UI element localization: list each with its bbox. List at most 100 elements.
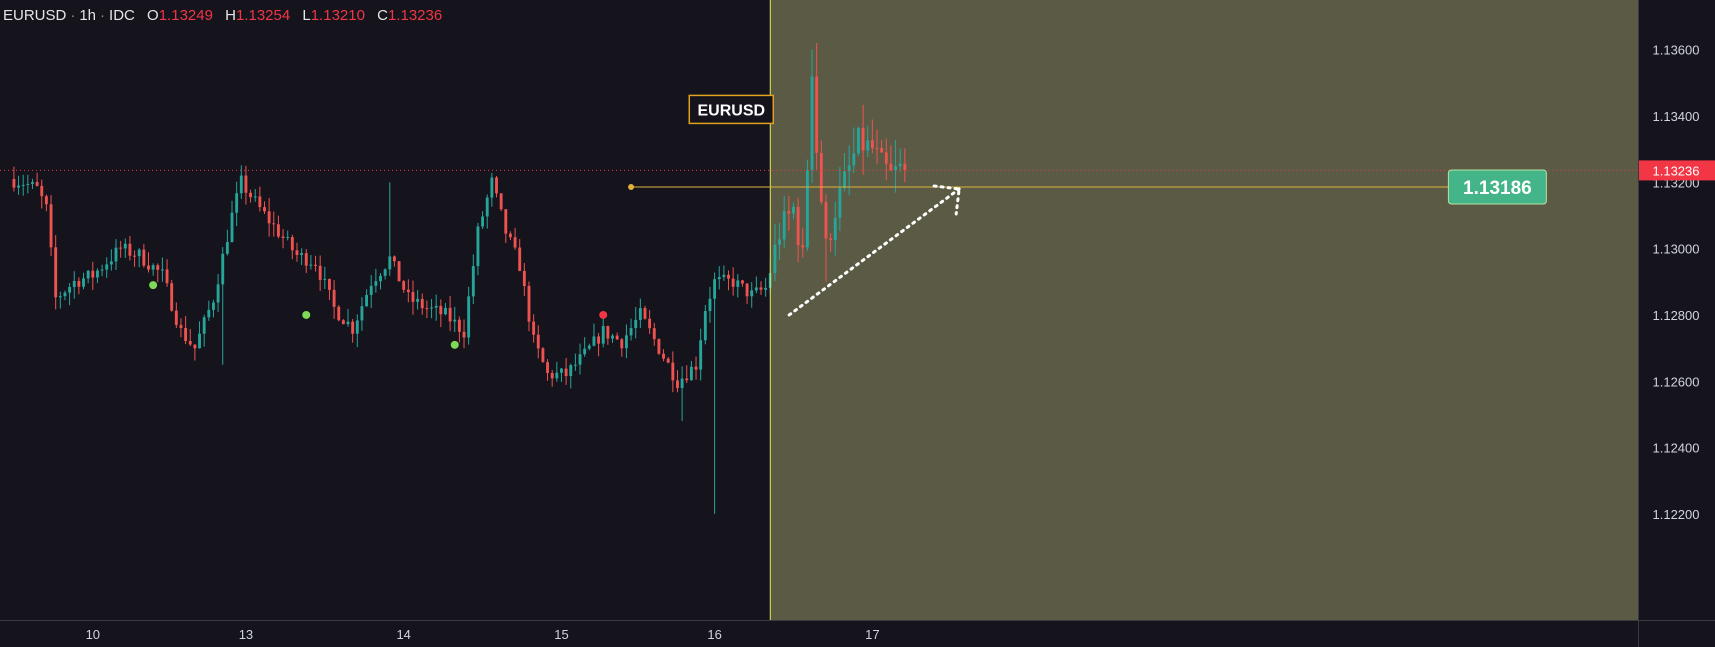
candle-body	[518, 247, 522, 271]
candle-body	[648, 318, 652, 329]
candle-body	[96, 270, 99, 278]
candle-body	[773, 244, 777, 274]
candle-body	[276, 224, 280, 237]
candle-body	[615, 335, 619, 340]
candle-body	[309, 264, 313, 266]
candle-body	[406, 289, 410, 293]
legend-open-label: O	[147, 7, 159, 24]
candles-group	[12, 43, 907, 514]
legend-close-value: 1.13236	[387, 7, 443, 24]
candle-body	[374, 281, 378, 286]
candle-body	[504, 209, 508, 234]
candle-body	[82, 278, 85, 287]
candle-body	[54, 247, 58, 298]
candle-body	[174, 310, 178, 325]
candle-body	[253, 196, 257, 198]
last-price-tag-text: 1.13236	[1653, 163, 1700, 178]
candle-body	[866, 140, 870, 151]
candle-body	[689, 366, 693, 381]
candle-body	[44, 196, 48, 205]
candle-body	[852, 153, 856, 166]
candle-body	[722, 274, 726, 278]
candle-body	[295, 250, 299, 255]
candle-body	[26, 183, 30, 185]
arrow-shaft	[787, 187, 961, 317]
candle-body	[91, 270, 95, 278]
candle-body	[318, 265, 322, 280]
candle-body	[392, 256, 396, 262]
candle-body	[212, 302, 215, 310]
candle-body	[666, 358, 670, 363]
candle-body	[792, 206, 795, 214]
candle-body	[824, 201, 828, 239]
candle-body	[870, 140, 874, 149]
time-axis[interactable]: 10 13 14 15 16 17	[86, 627, 880, 642]
candle-body	[105, 264, 109, 270]
legend-symbol[interactable]: EURUSD	[3, 7, 67, 24]
candle-body	[184, 327, 188, 341]
candle-body	[383, 269, 387, 276]
candle-body	[58, 296, 62, 298]
candle-body	[202, 317, 206, 334]
candle-body	[754, 287, 758, 291]
symbol-label[interactable]: EURUSD	[688, 94, 775, 125]
candle-body	[151, 265, 155, 270]
candle-body	[453, 319, 457, 322]
legend-high-value: 1.13254	[235, 7, 291, 24]
candle-body	[267, 211, 271, 224]
candle-body	[490, 177, 494, 198]
price-tick-label: 1.13600	[1653, 43, 1700, 58]
candle-body	[880, 148, 884, 153]
price-level-badge[interactable]: 1.13186	[1447, 169, 1547, 205]
candle-body	[476, 226, 480, 267]
candle-body	[601, 326, 605, 344]
candle-body	[583, 348, 587, 355]
candle-body	[165, 269, 169, 284]
candle-body	[829, 238, 833, 241]
candle-body	[731, 278, 735, 287]
candle-body	[290, 237, 294, 251]
candle-body	[898, 163, 902, 167]
candle-body	[522, 270, 526, 287]
candle-body	[170, 283, 174, 311]
candle-body	[759, 287, 763, 290]
candle-body	[555, 372, 559, 379]
candle-body	[68, 287, 72, 293]
candle-body	[239, 175, 243, 194]
candle-body	[425, 308, 429, 310]
candle-body	[676, 380, 679, 389]
candle-body	[573, 364, 577, 366]
candle-body	[444, 307, 447, 315]
candle-body	[708, 298, 712, 312]
candle-body	[527, 286, 531, 322]
price-tick-label: 1.12800	[1653, 308, 1700, 323]
candle-body	[750, 290, 754, 297]
candle-body	[467, 296, 471, 338]
candle-body	[123, 243, 127, 249]
candle-body	[861, 127, 865, 151]
candle-body	[843, 171, 846, 189]
candle-body	[263, 207, 266, 212]
candle-body	[207, 309, 211, 318]
price-level-anchor[interactable]	[628, 183, 635, 190]
candle-body	[495, 177, 498, 194]
dotted-arrow-drawing[interactable]	[787, 184, 961, 317]
legend-open-value: 1.13249	[158, 7, 213, 24]
session-zone	[770, 0, 1638, 620]
signal-dot	[599, 310, 608, 319]
candle-body	[694, 366, 698, 370]
legend-low-value: 1.13210	[310, 7, 365, 24]
candle-body	[717, 277, 721, 280]
candle-body	[379, 275, 382, 282]
candle-body	[430, 307, 433, 309]
candle-body	[397, 261, 401, 282]
legend-source: IDC	[109, 7, 135, 24]
legend-interval[interactable]: 1h	[79, 7, 97, 24]
candle-body	[49, 204, 53, 248]
candle-body	[448, 307, 452, 322]
candle-body	[597, 336, 601, 344]
candle-body	[727, 274, 730, 279]
candle-body	[713, 279, 717, 299]
candle-body	[481, 216, 485, 227]
